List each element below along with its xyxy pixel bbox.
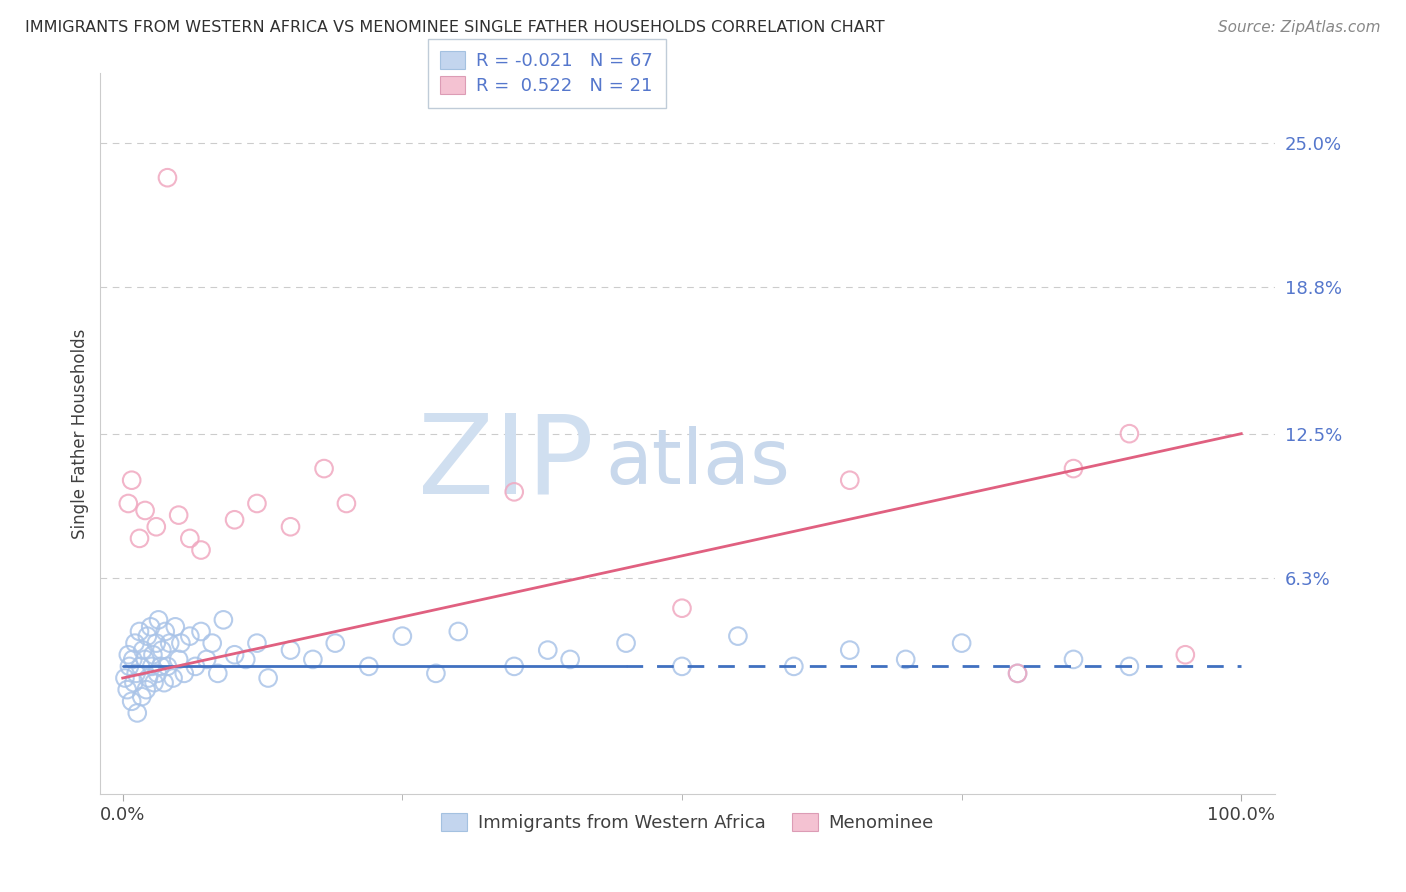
- Point: [537, 643, 560, 657]
- Point: [212, 613, 235, 627]
- Point: [179, 629, 201, 643]
- Point: [671, 659, 693, 673]
- Point: [280, 643, 302, 657]
- Point: [195, 652, 218, 666]
- Point: [1007, 666, 1029, 681]
- Point: [117, 496, 139, 510]
- Point: [114, 671, 136, 685]
- Point: [246, 636, 269, 650]
- Point: [143, 675, 166, 690]
- Point: [1062, 652, 1084, 666]
- Point: [323, 636, 346, 650]
- Point: [167, 652, 190, 666]
- Point: [159, 636, 181, 650]
- Point: [128, 532, 150, 546]
- Point: [138, 671, 160, 685]
- Point: [139, 620, 162, 634]
- Text: IMMIGRANTS FROM WESTERN AFRICA VS MENOMINEE SINGLE FATHER HOUSEHOLDS CORRELATION: IMMIGRANTS FROM WESTERN AFRICA VS MENOMI…: [25, 20, 884, 35]
- Point: [425, 666, 447, 681]
- Text: Source: ZipAtlas.com: Source: ZipAtlas.com: [1218, 20, 1381, 35]
- Point: [184, 659, 207, 673]
- Point: [167, 508, 190, 522]
- Point: [128, 624, 150, 639]
- Point: [1007, 666, 1029, 681]
- Point: [146, 666, 169, 681]
- Point: [1174, 648, 1197, 662]
- Point: [132, 643, 155, 657]
- Point: [122, 675, 145, 690]
- Text: ZIP: ZIP: [418, 409, 593, 516]
- Point: [671, 601, 693, 615]
- Point: [950, 636, 973, 650]
- Point: [280, 520, 302, 534]
- Point: [131, 690, 153, 704]
- Point: [1062, 461, 1084, 475]
- Point: [115, 682, 138, 697]
- Point: [134, 503, 156, 517]
- Point: [125, 666, 148, 681]
- Point: [145, 636, 167, 650]
- Point: [335, 496, 357, 510]
- Y-axis label: Single Father Households: Single Father Households: [72, 328, 89, 539]
- Point: [148, 613, 170, 627]
- Point: [302, 652, 325, 666]
- Point: [156, 659, 179, 673]
- Point: [121, 652, 143, 666]
- Point: [127, 706, 149, 720]
- Point: [121, 473, 143, 487]
- Point: [136, 629, 159, 643]
- Point: [121, 694, 143, 708]
- Point: [124, 636, 146, 650]
- Point: [1118, 426, 1140, 441]
- Point: [312, 461, 335, 475]
- Point: [224, 648, 246, 662]
- Point: [165, 620, 187, 634]
- Point: [134, 652, 156, 666]
- Point: [156, 170, 179, 185]
- Point: [190, 624, 212, 639]
- Point: [150, 643, 173, 657]
- Point: [142, 648, 165, 662]
- Point: [391, 629, 413, 643]
- Point: [894, 652, 917, 666]
- Point: [207, 666, 229, 681]
- Point: [838, 643, 860, 657]
- Point: [235, 652, 257, 666]
- Point: [153, 675, 176, 690]
- Point: [614, 636, 637, 650]
- Point: [155, 624, 177, 639]
- Point: [783, 659, 806, 673]
- Point: [135, 682, 157, 697]
- Point: [246, 496, 269, 510]
- Point: [190, 543, 212, 558]
- Point: [1118, 659, 1140, 673]
- Point: [224, 513, 246, 527]
- Point: [129, 659, 152, 673]
- Point: [201, 636, 224, 650]
- Point: [503, 484, 526, 499]
- Point: [162, 671, 184, 685]
- Point: [173, 666, 195, 681]
- Point: [149, 659, 172, 673]
- Text: atlas: atlas: [606, 425, 790, 500]
- Point: [838, 473, 860, 487]
- Point: [447, 624, 470, 639]
- Point: [727, 629, 749, 643]
- Point: [357, 659, 380, 673]
- Point: [257, 671, 280, 685]
- Point: [118, 659, 141, 673]
- Point: [145, 520, 167, 534]
- Point: [141, 659, 163, 673]
- Point: [560, 652, 582, 666]
- Legend: Immigrants from Western Africa, Menominee: Immigrants from Western Africa, Menomine…: [434, 806, 941, 839]
- Point: [503, 659, 526, 673]
- Point: [117, 648, 139, 662]
- Point: [170, 636, 193, 650]
- Point: [179, 532, 201, 546]
